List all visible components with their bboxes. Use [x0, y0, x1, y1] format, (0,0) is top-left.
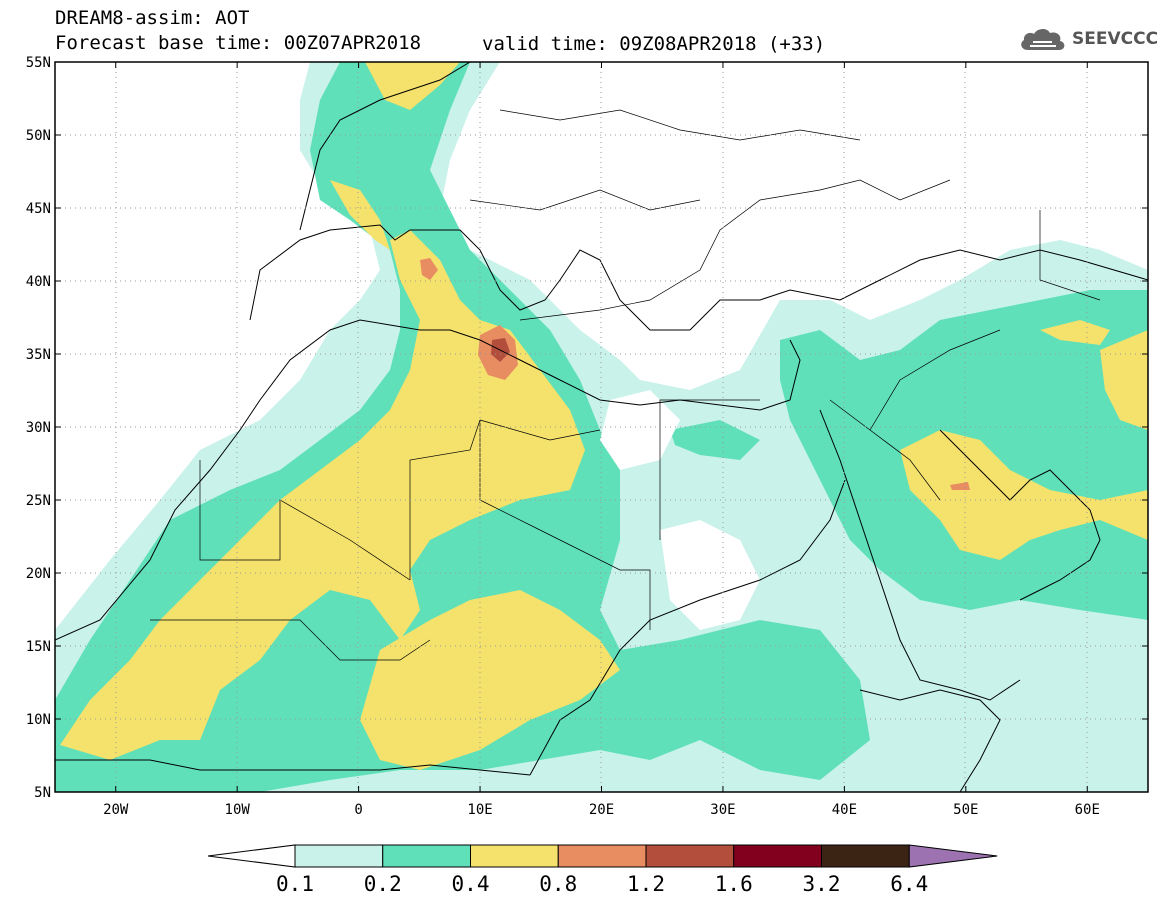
- y-tick-label: 10N: [26, 712, 51, 728]
- y-tick-label: 25N: [26, 493, 51, 509]
- aot-clear-1: [660, 520, 760, 630]
- y-tick-label: 50N: [26, 128, 51, 144]
- y-tick-label: 20N: [26, 566, 51, 582]
- y-tick-label: 30N: [26, 420, 51, 436]
- x-tick-label: 20E: [589, 802, 614, 818]
- seevccc-logo: SEEVCCC: [1018, 26, 1158, 52]
- forecast-base-time: Forecast base time: 00Z07APR2018: [55, 32, 422, 54]
- map-title: DREAM8-assim: AOT: [55, 7, 250, 29]
- y-tick-labels: 55N 50N 45N 40N 35N 30N 25N 20N 15N 10N 5N: [26, 55, 51, 801]
- borders: [150, 109, 1101, 661]
- aot-band-0.4-gulf: [900, 430, 1148, 560]
- aot-band-0.4-iran: [1040, 320, 1110, 345]
- graticule: [55, 62, 1148, 792]
- aot-band-0.4-oman: [1100, 330, 1148, 430]
- y-tick-label: 15N: [26, 639, 51, 655]
- x-tick-label: 10E: [467, 802, 492, 818]
- y-tick-label: 35N: [26, 347, 51, 363]
- x-tick-label: 20W: [103, 802, 129, 818]
- aot-band-0.4-north: [330, 180, 390, 250]
- axis-ticks: [55, 61, 1148, 793]
- aot-band-0.4-uk: [365, 62, 460, 110]
- aot-band-0.4-sahel: [360, 590, 620, 770]
- x-tick-label: 40E: [832, 802, 857, 818]
- aot-band-0.8-west: [420, 258, 438, 280]
- y-tick-label: 55N: [26, 55, 51, 71]
- y-tick-label: 5N: [34, 785, 51, 801]
- y-tick-label: 45N: [26, 201, 51, 217]
- x-tick-label: 0: [354, 802, 362, 818]
- aot-band-0.4: [60, 230, 585, 760]
- logo-text: SEEVCCC: [1072, 29, 1159, 49]
- x-tick-label: 60E: [1075, 802, 1100, 818]
- coastlines: [55, 62, 1148, 792]
- y-tick-label: 40N: [26, 274, 51, 290]
- aot-band-0.2-egypt: [670, 420, 760, 460]
- valid-time: valid time: 09Z08APR2018 (+33): [482, 33, 826, 55]
- cloud-icon: [1021, 28, 1065, 50]
- x-tick-label: 10W: [225, 802, 251, 818]
- x-tick-labels: 20W 10W 0 10E 20E 30E 40E 50E 60E: [103, 802, 1100, 818]
- x-tick-label: 50E: [953, 802, 978, 818]
- x-tick-label: 30E: [710, 802, 735, 818]
